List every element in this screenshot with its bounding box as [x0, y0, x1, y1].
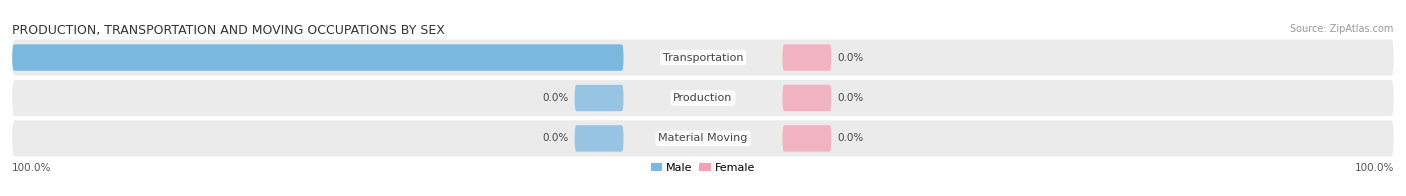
Text: Production: Production	[673, 93, 733, 103]
FancyBboxPatch shape	[575, 85, 623, 111]
FancyBboxPatch shape	[13, 80, 1393, 116]
Text: Source: ZipAtlas.com: Source: ZipAtlas.com	[1291, 24, 1393, 34]
Text: 100.0%: 100.0%	[1354, 163, 1393, 173]
FancyBboxPatch shape	[13, 44, 623, 71]
FancyBboxPatch shape	[783, 85, 831, 111]
FancyBboxPatch shape	[13, 120, 1393, 157]
Text: 0.0%: 0.0%	[543, 133, 568, 143]
Text: 0.0%: 0.0%	[838, 133, 863, 143]
Text: 100.0%: 100.0%	[13, 163, 52, 173]
Text: Material Moving: Material Moving	[658, 133, 748, 143]
Text: Transportation: Transportation	[662, 53, 744, 63]
Text: 0.0%: 0.0%	[838, 53, 863, 63]
Legend: Male, Female: Male, Female	[651, 163, 755, 173]
Text: PRODUCTION, TRANSPORTATION AND MOVING OCCUPATIONS BY SEX: PRODUCTION, TRANSPORTATION AND MOVING OC…	[13, 24, 446, 37]
Text: 0.0%: 0.0%	[838, 93, 863, 103]
FancyBboxPatch shape	[783, 125, 831, 152]
FancyBboxPatch shape	[13, 39, 1393, 76]
FancyBboxPatch shape	[783, 44, 831, 71]
FancyBboxPatch shape	[575, 125, 623, 152]
Text: 0.0%: 0.0%	[543, 93, 568, 103]
